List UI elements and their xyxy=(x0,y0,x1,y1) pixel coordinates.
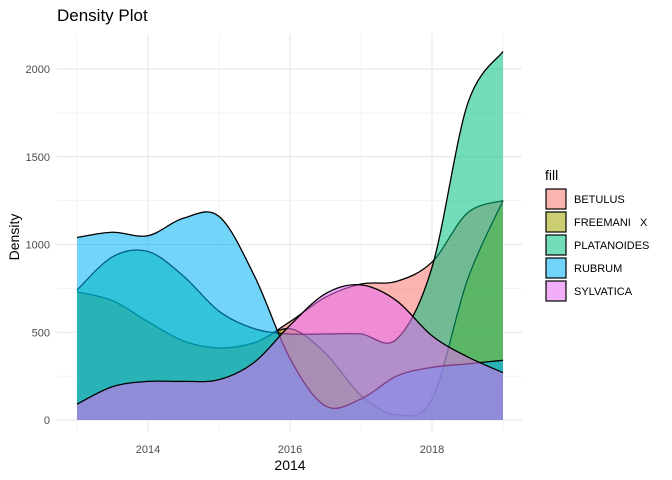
y-tick-label: 2000 xyxy=(26,64,50,76)
legend-label-rubrum: RUBRUM xyxy=(574,263,622,275)
legend-label-freemani-x: FREEMANI X xyxy=(574,217,648,229)
chart-title: Density Plot xyxy=(57,6,148,25)
x-axis-title: 2014 xyxy=(274,457,305,473)
legend-key-freemani-x xyxy=(545,211,567,233)
y-tick-label: 0 xyxy=(44,415,50,427)
y-axis-title: Density xyxy=(6,214,22,261)
legend-title: fill xyxy=(545,167,558,183)
outline-sylvatica xyxy=(76,283,504,405)
legend-label-platanoides: PLATANOIDES xyxy=(574,240,649,252)
legend-label-sylvatica: SYLVATICA xyxy=(574,286,633,298)
legend-label-betulus: BETULUS xyxy=(574,194,625,206)
legend-key-rubrum xyxy=(545,257,567,279)
x-tick-label: 2018 xyxy=(420,444,444,456)
legend-key-betulus xyxy=(545,188,567,210)
x-axis-ticks: 2014 2016 2018 xyxy=(136,444,444,456)
y-axis-ticks: 0 500 1000 1500 2000 xyxy=(26,64,50,427)
legend-key-sylvatica xyxy=(545,280,567,302)
density-areas xyxy=(76,51,504,420)
x-tick-label: 2016 xyxy=(278,444,302,456)
y-tick-label: 500 xyxy=(32,327,50,339)
area-sylvatica xyxy=(77,284,503,420)
area-rubrum xyxy=(77,211,503,420)
legend-key-platanoides xyxy=(545,234,567,256)
y-tick-label: 1500 xyxy=(26,152,50,164)
legend: fill BETULUS FREEMANI X PLATANOIDES RUBRUM S… xyxy=(545,167,649,302)
y-tick-label: 1000 xyxy=(26,240,50,252)
x-tick-label: 2014 xyxy=(136,444,160,456)
legend-items: BETULUS FREEMANI X PLATANOIDES RUBRUM SYLVAT… xyxy=(545,188,649,302)
